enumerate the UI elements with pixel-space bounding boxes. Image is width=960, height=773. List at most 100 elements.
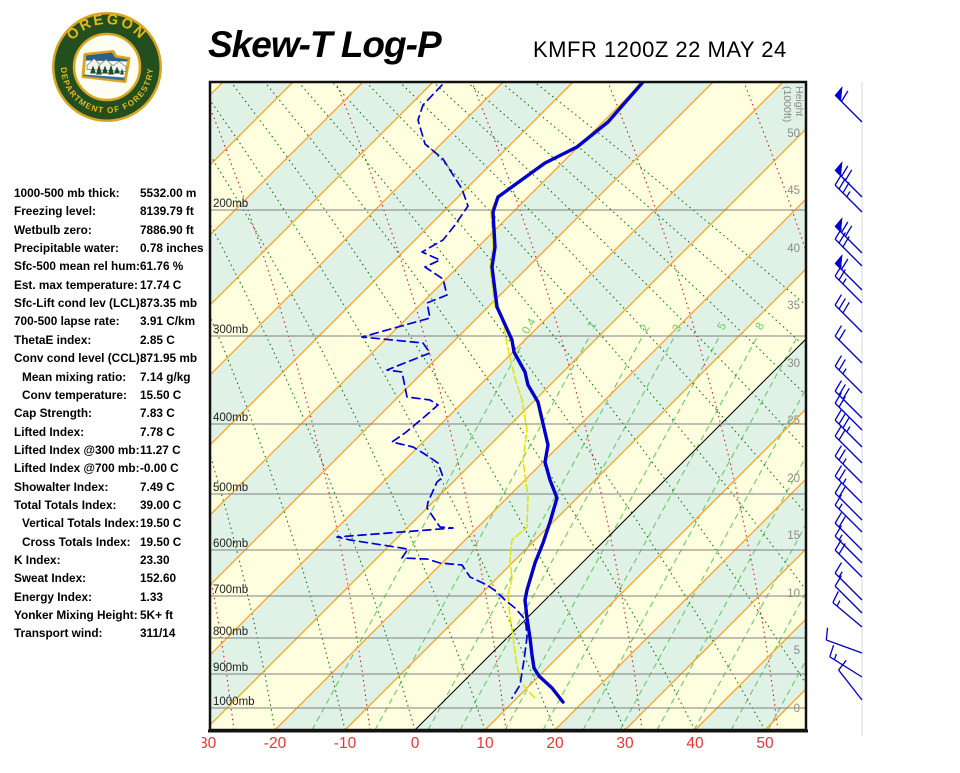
stat-label: Lifted Index @300 mb:: [14, 442, 140, 457]
stat-label: Lifted Index @700 mb:: [14, 461, 140, 476]
stat-row: Vertical Totals Index: 19.50 C: [0, 516, 210, 534]
height-label: 10: [787, 588, 800, 600]
wind-barb: [834, 425, 863, 464]
wind-barb: [834, 575, 863, 614]
pressure-label: 1000mb: [213, 696, 255, 708]
plot-area: 0.4 1 2 3 5 8200mb300mb400mb500mb600mb700mb80…: [210, 82, 806, 730]
stat-row: Energy Index: 1.33: [0, 590, 210, 608]
stat-value: 17.74 C: [140, 277, 182, 292]
isotherm: [554, 478, 806, 730]
stat-row: Wetbulb zero: 7886.90 ft: [0, 223, 210, 241]
stat-value: 15.50 C: [140, 387, 182, 402]
stat-label: Lifted Index:: [14, 424, 85, 439]
wind-barb: [829, 644, 863, 678]
stat-row: ThetaE index: 2.85 C: [0, 333, 210, 351]
dewpoint-trace: [336, 84, 528, 699]
stat-value: 871.95 mb: [140, 351, 198, 366]
wind-barb: [834, 409, 863, 448]
sounding-id: KMFR 1200Z 22 MAY 24: [533, 37, 787, 62]
stat-row: 700-500 lapse rate: 3.91 C/km: [0, 314, 210, 332]
isotherms: [210, 82, 806, 730]
wind-barb: [834, 253, 863, 291]
stat-label: Sweat Index:: [14, 571, 87, 586]
pressure-label: 900mb: [213, 662, 248, 674]
stat-row: Lifted Index: 7.78 C: [0, 425, 210, 443]
temp-axis-label: 50: [756, 735, 774, 752]
wind-barb: [834, 482, 863, 521]
isotherm: [210, 128, 806, 726]
odf-logo: OREGON DEPARTMENT OF FORESTRY: [48, 8, 166, 126]
dry-adiabats: [210, 82, 806, 730]
isotherm: [624, 548, 806, 730]
stat-value: 23.30: [140, 553, 170, 567]
stat-label: Cap Strength:: [14, 406, 92, 421]
stat-label: K Index:: [14, 553, 61, 567]
stat-value: 11.27 C: [140, 442, 181, 457]
isotherm: [210, 82, 574, 446]
pressure-label: 600mb: [213, 538, 248, 550]
stat-row: Precipitable water: 0.78 inches: [0, 241, 210, 259]
stat-value: 311/14: [140, 626, 176, 641]
stat-value: 39.00 C: [140, 497, 182, 512]
wind-barb: [834, 216, 863, 254]
isotherm: [210, 82, 504, 376]
stat-value: 3.91 C/km: [140, 314, 196, 329]
stat-row: Conv cond level (CCL): 871.95 mb: [0, 351, 210, 369]
logo-oregon-emblem: [81, 50, 131, 83]
zero-isotherm: [414, 338, 806, 730]
mixing-ratio-label: 2: [639, 323, 653, 335]
pressure-lines: [210, 209, 806, 709]
stat-row: Sweat Index: 152.60: [0, 571, 210, 589]
wind-barb: [834, 539, 863, 578]
wind-barb: [834, 494, 863, 533]
stat-row: Sfc-Lift cond lev (LCL): 873.35 mb: [0, 296, 210, 314]
stat-value: 7.83 C: [140, 406, 175, 421]
stat-label: Sfc-Lift cond lev (LCL):: [14, 296, 144, 311]
stat-value: -0.00 C: [140, 461, 179, 476]
stat-label: ThetaE index:: [14, 332, 92, 347]
stat-row: K Index: 23.30: [0, 553, 210, 571]
mixing-ratio-label: 8: [754, 321, 768, 333]
pressure-label: 300mb: [213, 324, 248, 336]
wind-barb: [834, 85, 863, 123]
temperature-axis-labels: -30 -20 -10 0 10 20 30 40 50: [194, 735, 774, 752]
pressure-label: 200mb: [213, 198, 248, 210]
stat-row: Total Totals Index: 39.00 C: [0, 498, 210, 516]
stat-value: 873.35 mb: [140, 296, 198, 311]
temp-axis-label: -30: [194, 735, 217, 752]
height-label: 0: [794, 703, 800, 715]
height-label: 25: [787, 415, 800, 427]
height-label: 40: [787, 243, 800, 255]
isotherm: [210, 82, 784, 656]
stat-label: Yonker Mixing Height:: [14, 608, 138, 623]
stat-label: Freezing level:: [14, 204, 96, 219]
stat-row: Cap Strength: 7.83 C: [0, 406, 210, 424]
wind-barb: [825, 627, 863, 654]
stat-value: 7.49 C: [140, 479, 175, 494]
stat-row: Lifted Index @700 mb: -0.00 C: [0, 461, 210, 479]
mixing-ratio-label: 1: [586, 320, 600, 332]
stat-label: Cross Totals Index:: [22, 534, 131, 549]
temperature-bands: [210, 82, 806, 730]
isotherm: [210, 82, 224, 96]
stat-value: 19.50 C: [140, 534, 182, 549]
stat-value: 8139.79 ft: [140, 204, 194, 219]
isotherm: [484, 408, 806, 730]
wind-barb: [834, 562, 863, 601]
height-label: 35: [787, 300, 800, 312]
stat-label: Transport wind:: [14, 626, 103, 641]
stat-label: Showalter Index:: [14, 479, 109, 494]
pressure-label: 800mb: [213, 626, 248, 638]
stat-label: Precipitable water:: [14, 241, 119, 256]
wind-barb: [834, 294, 863, 333]
isotherm: [210, 82, 644, 516]
wind-barb: [834, 525, 863, 564]
pressure-label: 400mb: [213, 412, 248, 424]
stat-label: 700-500 lapse rate:: [14, 314, 120, 329]
stats-panel: 1000-500 mb thick: 5532.00 m Freezing leve…: [0, 186, 210, 646]
stat-value: 19.50 C: [140, 516, 182, 531]
stat-label: Wetbulb zero:: [14, 222, 92, 237]
